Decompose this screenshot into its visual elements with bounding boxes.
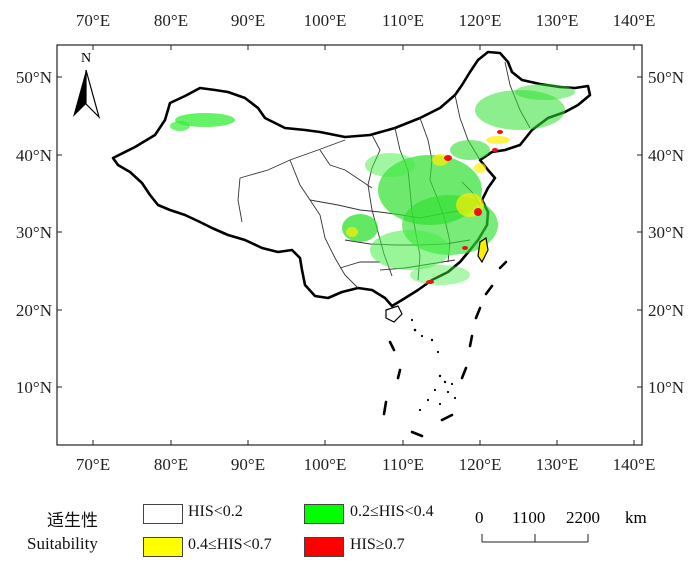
legend-label: HIS<0.2 (188, 503, 243, 520)
y-label-right: 30°N (648, 223, 684, 242)
x-label-bottom: 100°E (304, 455, 347, 474)
x-label-top: 120°E (459, 11, 502, 30)
x-label-bottom: 70°E (76, 455, 110, 474)
legend-swatch-white (143, 504, 183, 524)
legend-swatch-yellow (143, 537, 183, 557)
y-label-left: 50°N (16, 68, 52, 87)
suitability-regions (170, 84, 575, 285)
y-label-left: 20°N (16, 301, 52, 320)
y-label-right: 10°N (648, 378, 684, 397)
dashed-boundary (382, 260, 508, 438)
y-label-right: 50°N (648, 68, 684, 87)
legend-swatch-red (304, 537, 344, 557)
tick-marks (57, 45, 642, 445)
x-label-top: 90°E (231, 11, 265, 30)
x-label-top: 80°E (154, 11, 188, 30)
scale-unit: km (625, 508, 647, 527)
y-label-left: 40°N (16, 146, 52, 165)
small-islands (410, 318, 457, 412)
x-label-bottom: 80°E (154, 455, 188, 474)
x-label-bottom: 130°E (536, 455, 579, 474)
north-arrow-icon: N (73, 51, 101, 120)
legend-title-en: Suitability (27, 534, 98, 553)
scale-bar-line (481, 534, 589, 543)
legend-label: 0.4≤HIS<0.7 (188, 536, 272, 553)
x-label-bottom: 120°E (459, 455, 502, 474)
y-label-right: 20°N (648, 301, 684, 320)
x-label-top: 140°E (613, 11, 656, 30)
legend-swatch-green (304, 504, 344, 524)
scale-tick-1100: 1100 (512, 508, 546, 527)
x-label-bottom: 110°E (382, 455, 424, 474)
scale-tick-2200: 2200 (566, 508, 600, 527)
x-label-top: 100°E (304, 11, 347, 30)
taiwan-island (477, 236, 489, 264)
y-label-right: 40°N (648, 146, 684, 165)
x-label-bottom: 90°E (231, 455, 265, 474)
legend-label: 0.2≤HIS<0.4 (350, 503, 434, 520)
x-label-top: 130°E (536, 11, 579, 30)
x-label-top: 110°E (382, 11, 424, 30)
y-label-left: 30°N (16, 223, 52, 242)
legend-label: HIS≥0.7 (350, 536, 405, 553)
north-label: N (81, 51, 91, 66)
scale-tick-0: 0 (475, 508, 484, 527)
x-label-bottom: 140°E (613, 455, 656, 474)
y-label-left: 10°N (16, 378, 52, 397)
x-label-top: 70°E (76, 11, 110, 30)
legend-title-cn: 适生性 (47, 511, 98, 530)
hainan-island (385, 305, 403, 323)
